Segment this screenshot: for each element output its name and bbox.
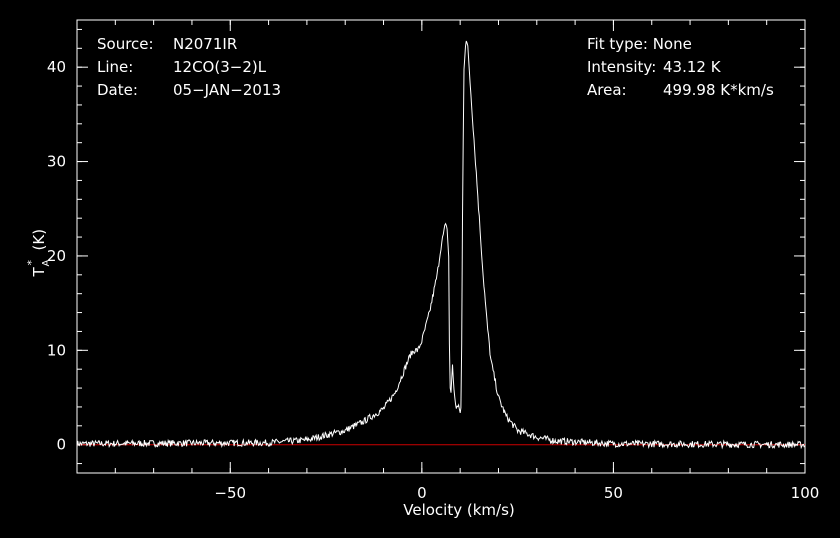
x-tick-label: 0 — [417, 484, 427, 502]
x-tick-label: 50 — [604, 484, 623, 502]
info-right: Fit type: None Intensity: 43.12 K Area: 49… — [587, 33, 774, 102]
y-tick-label: 10 — [47, 341, 66, 359]
y-axis-label-unit: (K) — [30, 229, 48, 251]
intensity-label: Intensity: — [587, 58, 657, 76]
x-tick-label: −50 — [214, 484, 246, 502]
source-label: Source: — [97, 35, 154, 53]
y-axis-label-sup: * — [25, 260, 38, 266]
axes: −50 0 50 100 0 10 20 30 40 — [47, 19, 820, 502]
date-value: 05−JAN−2013 — [173, 81, 282, 99]
plot-frame — [76, 19, 806, 474]
y-axis-label: TA* (K) — [25, 229, 52, 278]
x-tick-label: 100 — [791, 484, 820, 502]
y-tick-label: 0 — [56, 436, 66, 454]
y-axis-label-main: T — [30, 267, 48, 278]
y-tick-label: 30 — [47, 153, 66, 171]
fit-value: None — [652, 35, 692, 53]
axis-labels: Velocity (km/s) TA* (K) — [25, 229, 515, 519]
y-axis-label-sub: A — [41, 260, 52, 267]
info-left: Source: N2071IR Line: 12CO(3−2)L Date: 05−J… — [97, 33, 281, 102]
x-axis-label: Velocity (km/s) — [403, 501, 514, 519]
intensity-value: 43.12 K — [663, 58, 721, 76]
y-tick-label: 40 — [47, 58, 66, 76]
line-label: Line: — [97, 58, 134, 76]
area-label: Area: — [587, 81, 627, 99]
series-layer — [76, 40, 805, 450]
source-value: N2071IR — [173, 35, 238, 53]
y-tick-label: 20 — [47, 247, 66, 265]
date-label: Date: — [97, 81, 138, 99]
spectrum-line — [76, 40, 805, 450]
area-value: 499.98 K*km/s — [663, 81, 774, 99]
fit-label: Fit type: — [587, 35, 648, 53]
line-value: 12CO(3−2)L — [173, 58, 267, 76]
